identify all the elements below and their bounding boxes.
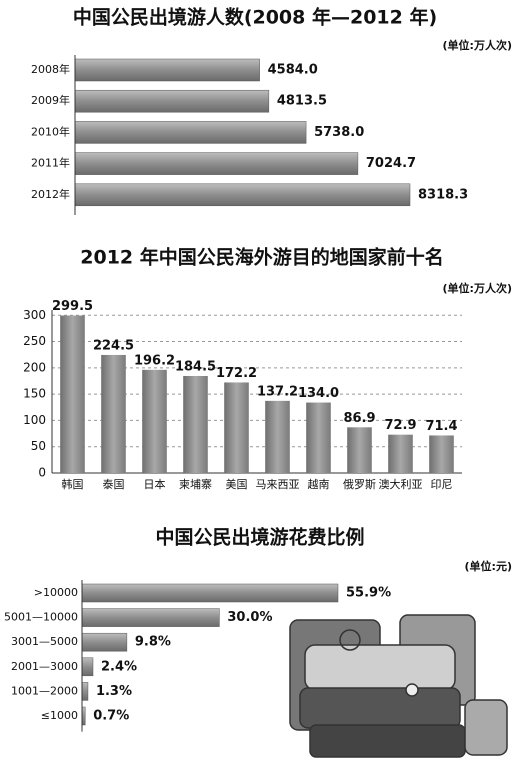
value-label: 1.3% [96, 684, 132, 699]
category-label: 2009年 [31, 93, 70, 107]
x-tick-label: 韩国 [62, 477, 84, 491]
category-label: >10000 [34, 586, 78, 599]
category-label: 1001—2000 [11, 684, 78, 697]
value-label: 9.8% [135, 635, 171, 650]
bar [74, 183, 411, 207]
unit-note: (单位:元) [465, 559, 512, 573]
chart-title: 中国公民出境游人数(2008 年—2012 年) [73, 6, 437, 29]
bar [306, 402, 331, 473]
bar [81, 682, 89, 701]
y-tick-label: 100 [23, 413, 46, 427]
value-label: 7024.7 [366, 156, 416, 171]
bar [74, 121, 307, 144]
value-label: 71.4 [425, 419, 457, 434]
value-label: 134.0 [298, 386, 339, 401]
value-label: 184.5 [175, 359, 216, 374]
y-tick-label: 0 [38, 466, 46, 480]
x-tick-label: 澳大利亚 [379, 477, 423, 491]
value-label: 137.2 [257, 384, 298, 399]
category-label: 3001—5000 [11, 635, 78, 648]
value-label: 86.9 [343, 411, 375, 426]
bar [429, 435, 454, 473]
category-label: 2011年 [31, 156, 70, 170]
bar [81, 632, 128, 652]
bar [74, 58, 260, 82]
category-label: 2001—3000 [11, 660, 78, 673]
luggage-illustration [289, 614, 508, 758]
unit-note: (单位:万人次) [443, 38, 512, 52]
value-label: 2.4% [101, 659, 137, 674]
bar [81, 657, 94, 677]
bar [81, 583, 339, 603]
value-label: 72.9 [384, 418, 416, 433]
bar [183, 375, 208, 473]
bar [60, 315, 85, 473]
bar [74, 89, 270, 113]
category-label: 5001—10000 [4, 611, 78, 624]
chart-title: 2012 年中国公民海外游目的地国家前十名 [80, 246, 444, 269]
bar [81, 608, 220, 627]
x-tick-label: 马来西亚 [256, 478, 300, 491]
bar [142, 369, 167, 473]
bar [101, 354, 126, 473]
x-tick-label: 印尼 [431, 478, 453, 491]
value-label: 5738.0 [314, 125, 364, 140]
bar [388, 434, 413, 473]
value-label: 196.2 [134, 353, 175, 368]
x-tick-label: 越南 [308, 477, 330, 491]
chart-title: 中国公民出境游花费比例 [155, 526, 364, 549]
category-label: ≤1000 [41, 709, 78, 722]
value-label: 30.0% [227, 610, 272, 625]
bar [347, 427, 372, 473]
value-label: 4584.0 [268, 63, 318, 78]
bar [265, 400, 290, 473]
y-tick-label: 50 [31, 439, 46, 453]
x-tick-label: 日本 [144, 477, 166, 491]
value-label: 172.2 [216, 366, 257, 381]
y-tick-label: 200 [23, 360, 46, 374]
x-tick-label: 俄罗斯 [343, 478, 376, 491]
category-label: 2008年 [31, 62, 70, 76]
unit-note: (单位:万人次) [443, 281, 512, 295]
category-label: 2012年 [31, 187, 70, 201]
value-label: 299.5 [52, 299, 93, 314]
value-label: 4813.5 [277, 94, 327, 109]
value-label: 0.7% [93, 709, 129, 724]
y-tick-label: 300 [23, 308, 46, 322]
category-label: 2010年 [31, 124, 70, 138]
y-tick-label: 250 [23, 334, 46, 348]
value-label: 224.5 [93, 338, 134, 353]
bar [224, 382, 249, 473]
value-label: 55.9% [346, 586, 391, 601]
value-label: 8318.3 [418, 187, 468, 202]
x-tick-label: 泰国 [103, 477, 125, 491]
x-tick-label: 柬埔寨 [179, 477, 212, 491]
y-tick-label: 150 [23, 387, 46, 401]
bar [74, 152, 359, 175]
x-tick-label: 美国 [226, 478, 248, 491]
